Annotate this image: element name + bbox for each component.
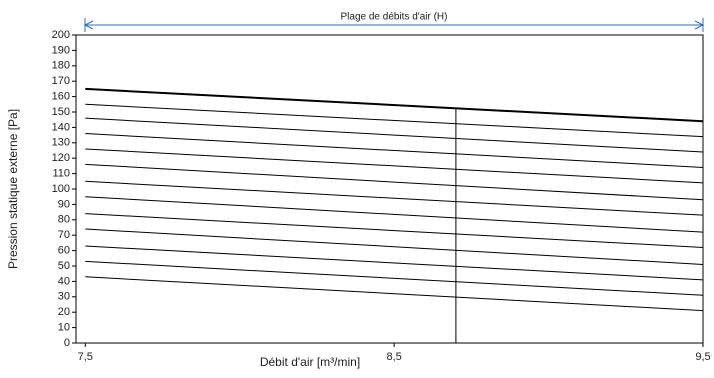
range-arrow: [83, 18, 705, 32]
series-line: [85, 260, 704, 296]
y-tick-label: 100: [52, 183, 70, 195]
y-tick-label: 150: [52, 106, 70, 118]
x-tick-label: 8,5: [386, 351, 401, 363]
y-tick-label: 0: [64, 337, 70, 349]
series-line: [85, 133, 704, 168]
y-tick-label: 40: [58, 275, 70, 287]
y-tick-label: 140: [52, 121, 70, 133]
series-line: [85, 148, 704, 184]
y-tick-label: 50: [58, 260, 70, 272]
plot-border: [75, 34, 704, 344]
series-line: [85, 245, 704, 281]
y-tick-label: 70: [58, 229, 70, 241]
series-line: [85, 87, 704, 123]
y-tick-label: 110: [52, 168, 70, 180]
x-tick-label: 9,5: [695, 351, 710, 363]
y-tick-label: 90: [58, 198, 70, 210]
x-tick-label: 7,5: [78, 351, 93, 363]
y-tick-label: 20: [58, 306, 70, 318]
y-tick-label: 130: [52, 137, 70, 149]
series-line: [85, 276, 704, 312]
y-tick-label: 30: [58, 291, 70, 303]
series-line: [85, 117, 704, 153]
series-line: [85, 213, 704, 249]
y-tick-label: 80: [58, 214, 70, 226]
series-line: [85, 228, 704, 265]
y-tick-label: 170: [52, 75, 70, 87]
series-line: [85, 103, 704, 138]
annotation: Plage de débits d'air (H): [341, 12, 448, 23]
y-tick-label: 180: [52, 60, 70, 72]
y-tick-label: 190: [52, 44, 70, 56]
series-line: [85, 180, 704, 216]
series-line: [85, 196, 704, 233]
y-tick-label: 10: [58, 322, 70, 334]
x-axis-label: Débit d'air [m³/min]: [260, 355, 360, 369]
y-tick-label: 160: [52, 91, 70, 103]
y-tick-label: 120: [52, 152, 70, 164]
y-tick-label: 200: [52, 29, 70, 41]
y-tick-label: 60: [58, 245, 70, 257]
series-line: [85, 163, 704, 201]
y-axis-label: Pression statique externe [Pa]: [6, 109, 20, 269]
